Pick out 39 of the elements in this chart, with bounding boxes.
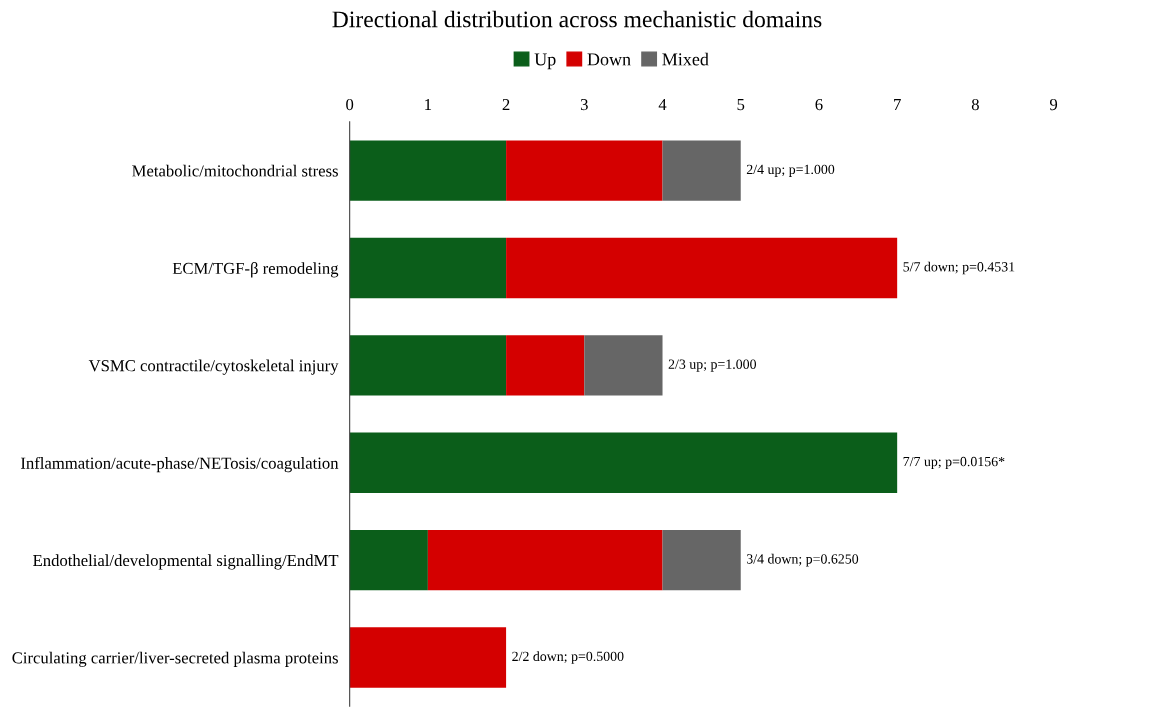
x-tick-label: 8: [971, 98, 979, 111]
x-tick-label: 3: [580, 98, 588, 111]
y-tick-label: Metabolic/mitochondrial stress: [132, 164, 338, 177]
y-tick-label: VSMC contractile/cytoskeletal injury: [88, 359, 339, 375]
bar: [349, 140, 507, 201]
chart-title: Directional distribution across mechanistic domains: [332, 10, 822, 28]
annotation: 5/7 down; p=0.4531: [903, 261, 1015, 275]
bar: [506, 140, 663, 201]
legend-label: Mixed: [662, 52, 709, 66]
annotation: 3/4 down; p=0.6250: [746, 553, 859, 567]
bar: [506, 335, 585, 396]
bar: [349, 529, 428, 591]
bar: [427, 529, 663, 591]
y-tick-label: Circulating carrier/liver-secreted plasma proteins: [12, 651, 338, 667]
bar: [662, 529, 741, 591]
x-tick-label: 7: [894, 99, 901, 111]
annotation: 2/3 up; p=1.000: [668, 359, 757, 372]
bar: [584, 335, 663, 396]
y-tick-label: ECM/TGF-β remodeling: [172, 262, 339, 278]
legend-label: Up: [534, 53, 556, 70]
bar: [506, 237, 898, 299]
y-tick-label: Endothelial/developmental signalling/EndMT: [33, 554, 339, 570]
annotation: 2/2 down; p=0.5000: [512, 651, 624, 664]
x-tick-label: 5: [737, 99, 745, 111]
bar: [349, 432, 898, 493]
y-tick-label: Inflammation/acute-phase/NETosis/coagulation: [20, 456, 339, 473]
bar: [349, 335, 507, 396]
annotation: 7/7 up; p=0.0156*: [903, 456, 1005, 470]
bar: [349, 627, 507, 688]
legend-label: Down: [587, 53, 631, 66]
x-tick-label: 2: [502, 98, 510, 111]
x-tick-label: 6: [815, 98, 823, 111]
annotation: 2/4 up; p=1.000: [746, 164, 835, 177]
bar: [662, 140, 741, 201]
x-tick-label: 4: [658, 99, 667, 111]
x-tick-label: 1: [425, 99, 432, 111]
bar: [349, 237, 507, 299]
x-tick-label: 0: [346, 98, 354, 111]
x-tick-label: 9: [1049, 98, 1058, 111]
